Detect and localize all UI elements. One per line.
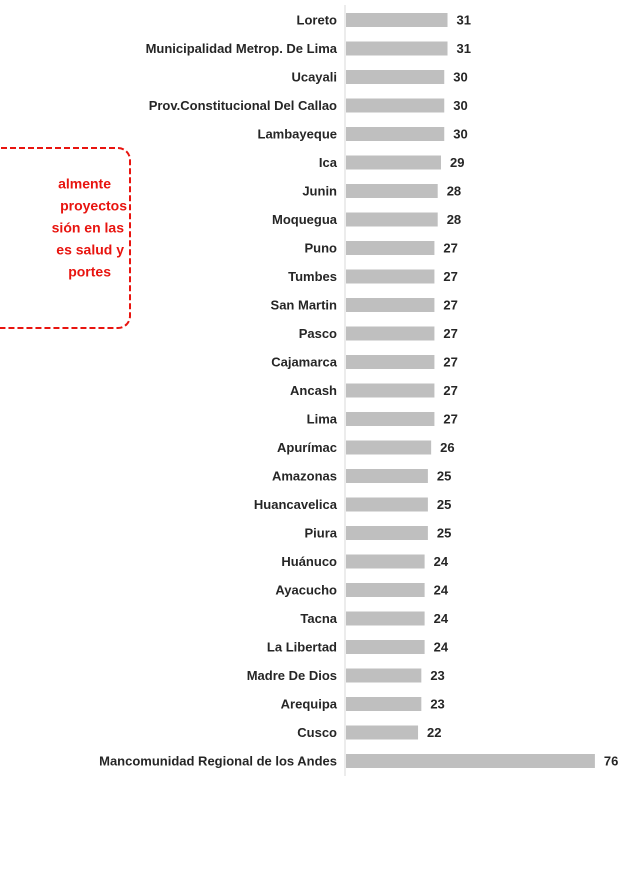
- category-label: Prov.Constitucional Del Callao: [149, 98, 337, 113]
- bar: [346, 611, 425, 626]
- annotation-line: almente: [58, 176, 111, 192]
- bar: [346, 241, 435, 255]
- category-label: Ica: [319, 155, 338, 170]
- value-label: 26: [440, 440, 454, 455]
- category-label: Loreto: [297, 12, 338, 27]
- bar: [346, 326, 435, 341]
- value-label: 27: [443, 354, 457, 369]
- bar: [346, 41, 448, 56]
- value-label: 24: [434, 611, 449, 626]
- value-label: 27: [443, 383, 457, 398]
- category-label: Puno: [305, 240, 338, 255]
- bar: [346, 298, 435, 312]
- value-label: 27: [443, 326, 457, 341]
- category-label: Huánuco: [281, 554, 337, 569]
- category-label: Tacna: [300, 611, 337, 626]
- value-label: 27: [443, 297, 457, 312]
- category-label: Tumbes: [288, 269, 337, 284]
- value-label: 28: [447, 183, 461, 198]
- category-label: Madre De Dios: [247, 668, 337, 683]
- value-label: 30: [453, 126, 467, 141]
- bar: [346, 640, 425, 654]
- annotation-line: portes: [68, 264, 111, 280]
- category-label: Ucayali: [291, 69, 337, 84]
- category-label: Piura: [304, 525, 337, 540]
- category-label: Pasco: [299, 326, 337, 341]
- category-label: La Libertad: [267, 639, 337, 654]
- annotation-line: proyectos: [60, 198, 127, 214]
- category-label: Amazonas: [272, 468, 337, 483]
- value-label: 31: [457, 41, 471, 56]
- bar: [346, 469, 428, 483]
- value-label: 24: [434, 554, 449, 569]
- bar: [346, 355, 435, 369]
- category-label: Lambayeque: [258, 126, 337, 141]
- bar: [346, 184, 438, 198]
- value-label: 28: [447, 212, 461, 227]
- bar: [346, 70, 445, 84]
- category-label: Mancomunidad Regional de los Andes: [99, 753, 337, 768]
- bar: [346, 583, 425, 597]
- value-label: 25: [437, 525, 451, 540]
- category-label: Huancavelica: [254, 497, 338, 512]
- bar: [346, 754, 595, 768]
- bar: [346, 269, 435, 284]
- annotation-line: sión en las: [52, 220, 125, 236]
- value-label: 27: [443, 411, 457, 426]
- annotation-line: es salud y: [56, 242, 124, 258]
- bar: [346, 526, 428, 540]
- bar: [346, 212, 438, 227]
- value-label: 76: [604, 753, 618, 768]
- bar: [346, 725, 419, 740]
- value-label: 25: [437, 468, 451, 483]
- bar: [346, 383, 435, 398]
- category-label: Ayacucho: [275, 582, 337, 597]
- value-label: 22: [427, 725, 441, 740]
- category-label: Ancash: [290, 383, 337, 398]
- category-label: Cajamarca: [271, 354, 338, 369]
- value-label: 27: [443, 240, 457, 255]
- bar: [346, 127, 445, 141]
- value-label: 24: [434, 582, 449, 597]
- bar: [346, 13, 448, 27]
- category-label: Junin: [302, 183, 337, 198]
- value-label: 30: [453, 69, 467, 84]
- bar: [346, 554, 425, 569]
- category-label: Arequipa: [281, 696, 338, 711]
- value-label: 25: [437, 497, 451, 512]
- category-label: Municipalidad Metrop. De Lima: [146, 41, 338, 56]
- value-label: 27: [443, 269, 457, 284]
- bar: [346, 497, 428, 512]
- value-label: 23: [430, 668, 444, 683]
- bar: [346, 668, 422, 683]
- category-label: San Martin: [271, 297, 338, 312]
- value-label: 31: [457, 12, 471, 27]
- value-label: 23: [430, 696, 444, 711]
- value-label: 29: [450, 155, 464, 170]
- value-label: 24: [434, 639, 449, 654]
- category-label: Lima: [307, 411, 338, 426]
- bar: [346, 155, 441, 170]
- bar: [346, 98, 445, 113]
- bar: [346, 440, 432, 455]
- bar: [346, 412, 435, 426]
- category-label: Moquegua: [272, 212, 338, 227]
- value-label: 30: [453, 98, 467, 113]
- annotation-box: [0, 147, 131, 329]
- bar: [346, 697, 422, 711]
- category-label: Apurímac: [277, 440, 337, 455]
- category-label: Cusco: [297, 725, 337, 740]
